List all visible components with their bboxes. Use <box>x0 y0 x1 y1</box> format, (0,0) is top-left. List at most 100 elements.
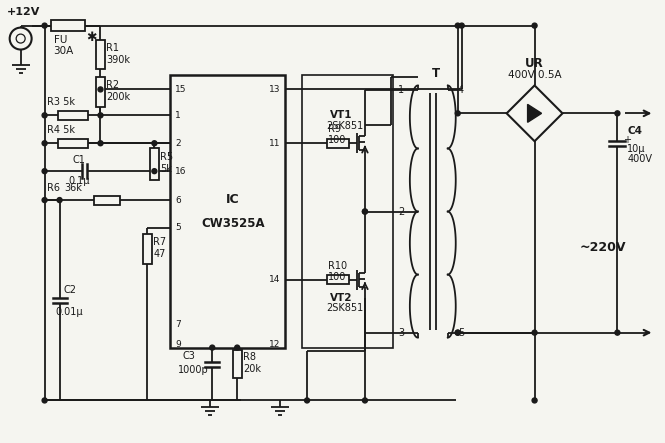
Bar <box>233 350 241 378</box>
Circle shape <box>98 87 103 92</box>
Text: C4: C4 <box>627 126 642 136</box>
Bar <box>327 139 349 148</box>
Text: 400V: 400V <box>627 154 652 164</box>
Circle shape <box>152 169 157 174</box>
Text: 15: 15 <box>176 85 187 94</box>
Bar <box>143 234 152 264</box>
Circle shape <box>209 345 215 350</box>
Text: R3 5k: R3 5k <box>47 97 74 107</box>
Text: 47: 47 <box>154 249 166 259</box>
Text: VT1: VT1 <box>330 110 352 120</box>
Circle shape <box>42 113 47 118</box>
Circle shape <box>98 113 103 118</box>
Circle shape <box>57 198 62 202</box>
Polygon shape <box>527 105 541 122</box>
Text: +: + <box>623 135 631 145</box>
Bar <box>58 139 88 148</box>
Circle shape <box>42 198 47 202</box>
Bar <box>96 78 105 107</box>
Text: R7: R7 <box>154 237 166 247</box>
Text: 3: 3 <box>398 328 404 338</box>
Text: R9: R9 <box>328 124 341 134</box>
Text: 14: 14 <box>269 275 280 284</box>
Text: 0.01μ: 0.01μ <box>56 307 83 317</box>
Text: R6: R6 <box>47 183 60 193</box>
Circle shape <box>362 209 368 214</box>
Text: 2: 2 <box>176 139 181 148</box>
Circle shape <box>615 330 620 335</box>
Circle shape <box>456 111 460 116</box>
Bar <box>170 75 285 348</box>
Text: 2SK851: 2SK851 <box>326 303 363 313</box>
Text: UR: UR <box>525 57 544 70</box>
Text: 2: 2 <box>398 206 404 217</box>
Text: 200k: 200k <box>106 93 130 102</box>
Text: 9: 9 <box>176 340 181 349</box>
Bar <box>51 20 84 31</box>
Circle shape <box>532 330 537 335</box>
Circle shape <box>532 398 537 403</box>
Circle shape <box>42 141 47 146</box>
Text: 1000p: 1000p <box>178 365 209 375</box>
Text: +12V: +12V <box>7 7 40 17</box>
Text: T: T <box>432 67 440 80</box>
Text: R8: R8 <box>243 352 256 362</box>
Text: CW3525A: CW3525A <box>201 217 265 230</box>
Text: 36k: 36k <box>65 183 82 193</box>
Bar <box>302 75 393 348</box>
Circle shape <box>456 330 460 335</box>
Text: 390k: 390k <box>106 54 130 65</box>
Circle shape <box>16 34 25 43</box>
Text: C1: C1 <box>72 155 85 165</box>
Text: 10μ: 10μ <box>627 144 646 154</box>
Text: 4: 4 <box>458 85 464 95</box>
Text: 30A: 30A <box>54 46 74 55</box>
Text: 5: 5 <box>176 223 181 233</box>
Circle shape <box>615 111 620 116</box>
Text: 13: 13 <box>269 85 280 94</box>
Text: FU: FU <box>54 35 67 45</box>
Circle shape <box>10 27 32 50</box>
Polygon shape <box>507 85 563 141</box>
Text: 0.1μ: 0.1μ <box>68 176 90 186</box>
Text: 5: 5 <box>458 328 464 338</box>
Text: 100: 100 <box>328 135 346 145</box>
Text: 1: 1 <box>176 111 181 120</box>
Text: R10: R10 <box>328 261 347 271</box>
Text: R1: R1 <box>106 43 120 53</box>
Text: R2: R2 <box>106 81 120 90</box>
Text: 5k: 5k <box>160 164 172 174</box>
Text: 6: 6 <box>176 195 181 205</box>
Circle shape <box>362 398 368 403</box>
Circle shape <box>460 23 464 28</box>
Text: 7: 7 <box>176 320 181 329</box>
Circle shape <box>305 398 309 403</box>
Text: 12: 12 <box>269 340 280 349</box>
Bar <box>327 276 349 284</box>
Text: C2: C2 <box>64 285 76 295</box>
Circle shape <box>456 330 460 335</box>
Circle shape <box>98 141 103 146</box>
Text: IC: IC <box>226 193 239 206</box>
Circle shape <box>42 169 47 174</box>
Circle shape <box>152 141 157 146</box>
Text: 1: 1 <box>398 85 404 95</box>
Bar <box>96 39 105 70</box>
Text: C3: C3 <box>182 351 196 361</box>
Circle shape <box>235 345 239 350</box>
Circle shape <box>42 398 47 403</box>
Text: ~220V: ~220V <box>579 241 626 254</box>
Text: VT2: VT2 <box>330 293 352 303</box>
Text: R5: R5 <box>160 152 174 162</box>
Text: 16: 16 <box>176 167 187 176</box>
Text: 11: 11 <box>269 139 280 148</box>
Circle shape <box>456 23 460 28</box>
Text: 20k: 20k <box>243 364 261 374</box>
Bar <box>94 195 120 205</box>
Text: 100: 100 <box>328 272 346 282</box>
Text: ✱: ✱ <box>86 31 96 44</box>
Text: 400V 0.5A: 400V 0.5A <box>508 70 561 81</box>
Text: R4 5k: R4 5k <box>47 125 74 135</box>
Text: 2SK851: 2SK851 <box>326 121 363 131</box>
Circle shape <box>42 23 47 28</box>
